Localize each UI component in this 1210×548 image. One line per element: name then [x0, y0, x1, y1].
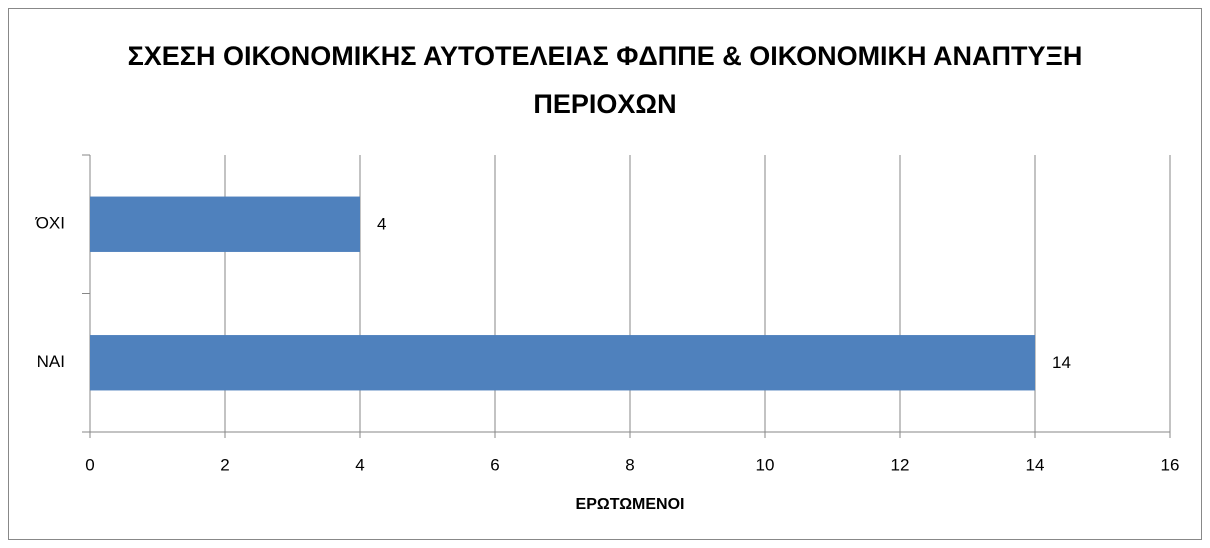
x-tick-label: 10	[756, 455, 775, 474]
x-axis-label: ΕΡΩΤΩΜΕΝΟΙ	[576, 496, 685, 513]
x-tick-label: 12	[891, 455, 910, 474]
y-tick-label: ΝΑΙ	[37, 352, 65, 371]
chart-frame	[8, 8, 1202, 540]
value-label: 4	[377, 215, 386, 234]
x-tick-label: 16	[1161, 455, 1180, 474]
x-tick-label: 14	[1026, 455, 1045, 474]
y-tick-label: ΌΧΙ	[35, 214, 65, 233]
bar	[90, 335, 1035, 391]
x-tick-label: 0	[85, 455, 94, 474]
x-tick-label: 8	[625, 455, 634, 474]
bar	[90, 196, 360, 252]
x-tick-label: 4	[355, 455, 364, 474]
value-label: 14	[1052, 353, 1071, 372]
chart-title: ΣΧΕΣΗ ΟΙΚΟΝΟΜΙΚΗΣ ΑΥΤΟΤΕΛΕΙΑΣ ΦΔΠΠΕ & ΟΙ…	[127, 41, 1083, 119]
x-tick-label: 2	[220, 455, 229, 474]
x-tick-label: 6	[490, 455, 499, 474]
